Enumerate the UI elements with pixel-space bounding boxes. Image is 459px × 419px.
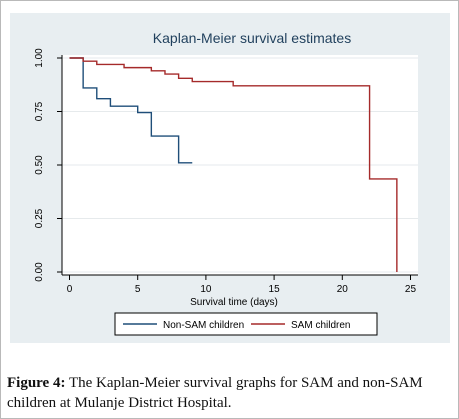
x-axis-label: Survival time (days) bbox=[190, 297, 278, 308]
x-tick-label: 20 bbox=[337, 284, 349, 295]
x-tick-label: 10 bbox=[200, 284, 212, 295]
figure-caption: Figure 4: The Kaplan-Meier survival grap… bbox=[7, 373, 452, 413]
y-tick-label: 0.75 bbox=[34, 101, 45, 121]
legend-label: Non-SAM children bbox=[163, 320, 244, 331]
chart-title: Kaplan-Meier survival estimates bbox=[153, 30, 351, 46]
figure-label: Figure 4: bbox=[7, 375, 66, 391]
y-tick-label: 0.50 bbox=[34, 155, 45, 175]
legend-box bbox=[114, 312, 378, 336]
legend-label: SAM children bbox=[291, 320, 350, 331]
x-tick-label: 15 bbox=[269, 284, 281, 295]
y-tick-label: 1.00 bbox=[34, 48, 45, 68]
caption-text: The Kaplan-Meier survival graphs for SAM… bbox=[7, 375, 423, 411]
series-line-sam bbox=[69, 57, 398, 272]
x-tick-label: 5 bbox=[135, 284, 141, 295]
y-tick-label: 0.00 bbox=[34, 262, 45, 282]
km-chart: Kaplan-Meier survival estimates 0.00 0.25 0… bbox=[10, 13, 450, 343]
x-tick-label: 0 bbox=[67, 284, 73, 295]
chart-svg: Kaplan-Meier survival estimates 0.00 0.25 0… bbox=[34, 30, 418, 336]
y-tick-label: 0.25 bbox=[34, 208, 45, 228]
series-line-non-sam bbox=[69, 57, 193, 164]
x-tick-label: 25 bbox=[405, 284, 417, 295]
